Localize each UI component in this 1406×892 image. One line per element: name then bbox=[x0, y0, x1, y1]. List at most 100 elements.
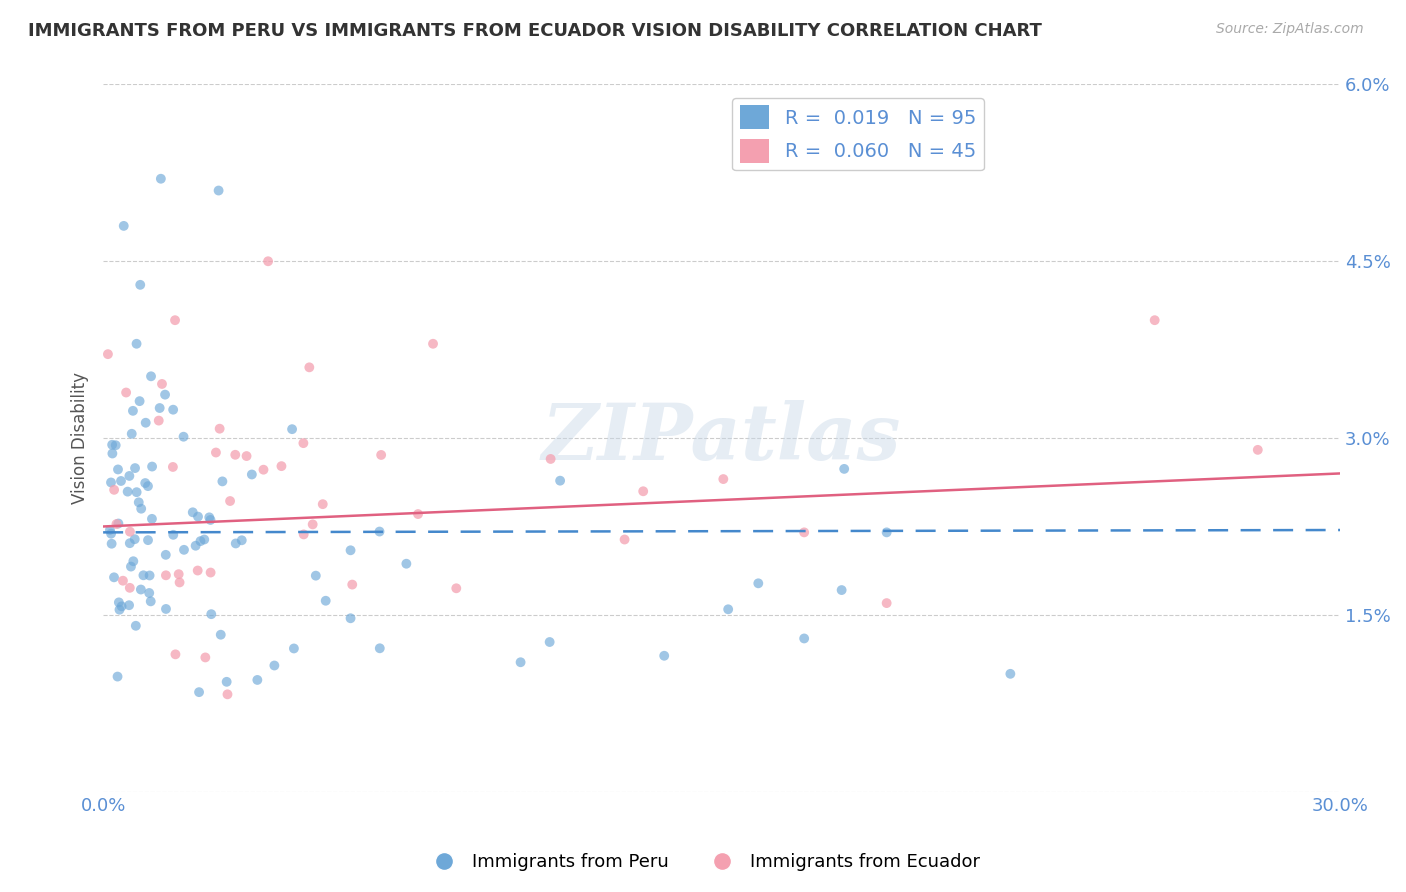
Point bbox=[135, 416, 157, 430]
Point bbox=[118, 469, 141, 483]
Point bbox=[139, 594, 162, 608]
Point bbox=[107, 669, 129, 683]
Point bbox=[257, 254, 280, 268]
Point bbox=[876, 596, 898, 610]
Point bbox=[162, 528, 184, 542]
Point bbox=[446, 582, 468, 596]
Point bbox=[118, 598, 141, 612]
Point bbox=[187, 564, 209, 578]
Point bbox=[125, 485, 148, 500]
Point bbox=[104, 438, 127, 452]
Point bbox=[368, 641, 391, 656]
Point bbox=[217, 687, 239, 701]
Point bbox=[110, 599, 132, 614]
Point bbox=[368, 524, 391, 539]
Point bbox=[138, 586, 160, 600]
Point bbox=[198, 510, 221, 524]
Point bbox=[235, 449, 257, 463]
Point bbox=[224, 448, 246, 462]
Point bbox=[153, 387, 176, 401]
Point bbox=[312, 497, 335, 511]
Point bbox=[125, 336, 148, 351]
Point bbox=[252, 463, 274, 477]
Point bbox=[155, 568, 177, 582]
Point bbox=[100, 526, 122, 541]
Point bbox=[118, 536, 141, 550]
Point bbox=[1247, 442, 1270, 457]
Point bbox=[246, 673, 269, 687]
Point bbox=[631, 484, 654, 499]
Point bbox=[747, 576, 769, 591]
Point bbox=[301, 517, 323, 532]
Point bbox=[832, 462, 855, 476]
Point bbox=[141, 512, 163, 526]
Point bbox=[538, 635, 561, 649]
Point bbox=[219, 494, 242, 508]
Text: Source: ZipAtlas.com: Source: ZipAtlas.com bbox=[1216, 22, 1364, 37]
Point bbox=[283, 641, 305, 656]
Point bbox=[225, 536, 247, 550]
Point bbox=[110, 474, 132, 488]
Point bbox=[281, 422, 304, 436]
Point bbox=[107, 516, 129, 531]
Point bbox=[139, 369, 162, 384]
Point bbox=[193, 533, 215, 547]
Point bbox=[124, 532, 146, 546]
Point bbox=[108, 595, 131, 609]
Point bbox=[207, 184, 229, 198]
Point bbox=[205, 445, 228, 459]
Point bbox=[162, 459, 184, 474]
Point bbox=[129, 501, 152, 516]
Point bbox=[231, 533, 253, 548]
Point bbox=[292, 527, 315, 541]
Point bbox=[120, 559, 142, 574]
Point bbox=[215, 674, 238, 689]
Point bbox=[97, 347, 120, 361]
Point bbox=[101, 438, 124, 452]
Point bbox=[240, 467, 263, 482]
Point bbox=[150, 376, 173, 391]
Point bbox=[270, 459, 292, 474]
Legend: R =  0.019   N = 95, R =  0.060   N = 45: R = 0.019 N = 95, R = 0.060 N = 45 bbox=[733, 98, 984, 170]
Point bbox=[1000, 666, 1022, 681]
Point bbox=[108, 603, 131, 617]
Point bbox=[298, 360, 321, 375]
Point bbox=[613, 533, 636, 547]
Point bbox=[115, 385, 138, 400]
Point bbox=[165, 648, 187, 662]
Point bbox=[370, 448, 392, 462]
Point bbox=[263, 658, 285, 673]
Point bbox=[422, 336, 444, 351]
Point bbox=[129, 582, 152, 597]
Point bbox=[100, 537, 122, 551]
Legend: Immigrants from Peru, Immigrants from Ecuador: Immigrants from Peru, Immigrants from Ec… bbox=[419, 847, 987, 879]
Point bbox=[162, 402, 184, 417]
Point bbox=[173, 542, 195, 557]
Point bbox=[149, 401, 172, 415]
Point bbox=[121, 426, 143, 441]
Point bbox=[1143, 313, 1166, 327]
Point bbox=[305, 568, 328, 582]
Point bbox=[200, 566, 222, 580]
Point bbox=[125, 619, 148, 633]
Point bbox=[124, 461, 146, 475]
Point bbox=[141, 459, 163, 474]
Point bbox=[138, 568, 160, 582]
Point bbox=[98, 523, 121, 537]
Point bbox=[711, 472, 734, 486]
Point bbox=[122, 554, 145, 568]
Point bbox=[136, 479, 159, 493]
Point bbox=[136, 533, 159, 548]
Point bbox=[173, 430, 195, 444]
Point bbox=[148, 414, 170, 428]
Point bbox=[169, 575, 191, 590]
Point bbox=[406, 507, 429, 521]
Y-axis label: Vision Disability: Vision Disability bbox=[72, 372, 89, 504]
Point bbox=[167, 567, 190, 582]
Point bbox=[339, 543, 361, 558]
Point bbox=[107, 462, 129, 476]
Point bbox=[717, 602, 740, 616]
Point bbox=[548, 474, 571, 488]
Point bbox=[342, 577, 364, 591]
Point bbox=[103, 570, 125, 584]
